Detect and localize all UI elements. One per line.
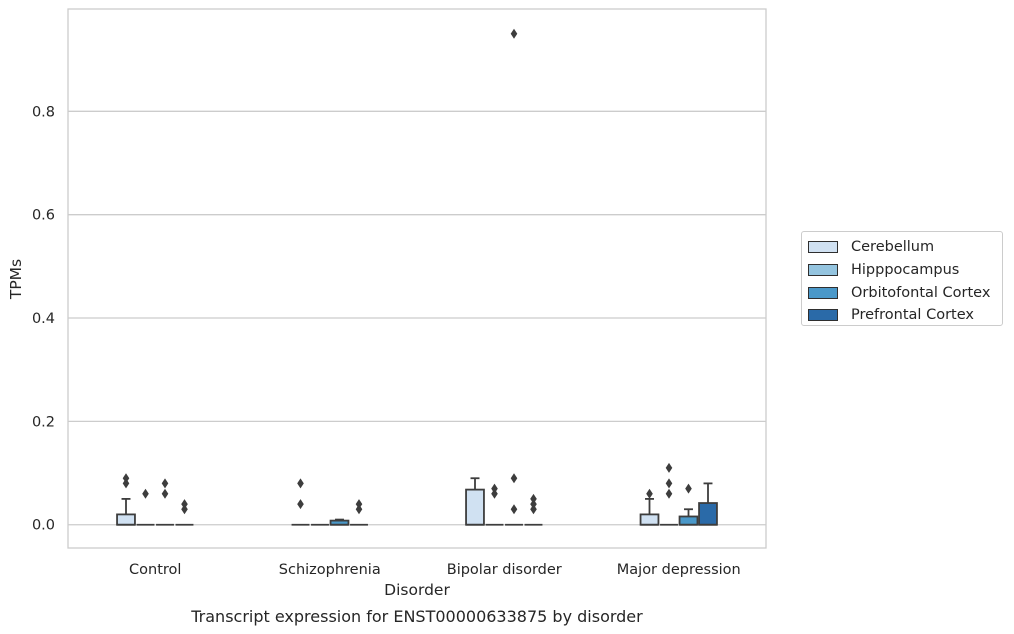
outlier-point — [355, 499, 363, 510]
outlier-point — [122, 473, 130, 484]
box-orbitofontal-cortex-2 — [505, 28, 523, 526]
y-tick-labels: 0.0 0.2 0.4 0.6 0.8 — [32, 104, 55, 533]
outlier-point — [491, 488, 498, 499]
y-tick-label: 0.2 — [32, 414, 55, 430]
legend-swatch — [808, 241, 838, 254]
legend-label: Prefrontal Cortex — [851, 307, 974, 324]
outlier-point — [297, 499, 304, 510]
outlier-point — [355, 504, 363, 515]
box-cerebellum-3 — [639, 488, 660, 526]
outlier-point — [181, 504, 188, 515]
chart-caption: Transcript expression for ENST0000063387… — [190, 607, 643, 626]
box-prefrontal-cortex-1 — [350, 499, 368, 526]
y-tick-label: 0.4 — [32, 311, 55, 327]
box-cerebellum-2 — [465, 477, 485, 526]
legend-label: Hipppocampus — [851, 262, 960, 279]
outlier-point — [122, 478, 130, 489]
outlier-point — [530, 499, 537, 510]
outlier-point — [181, 499, 188, 510]
outlier-point — [665, 488, 673, 499]
outlier-point — [530, 493, 537, 504]
x-tick-label: Schizophrenia — [279, 562, 381, 578]
outlier-point — [665, 462, 673, 473]
box-hipppocampus-2 — [485, 483, 504, 526]
x-tick-label: Control — [129, 562, 181, 578]
box-orbitofontal-cortex-3 — [678, 483, 699, 526]
outlier-point — [510, 473, 518, 484]
outlier-point — [491, 483, 498, 494]
box-body — [698, 502, 718, 526]
outlier-point — [665, 478, 673, 489]
box-hipppocampus-0 — [136, 488, 155, 526]
outlier-point — [161, 488, 169, 499]
y-tick-label: 0.6 — [32, 208, 55, 224]
box-prefrontal-cortex-3 — [698, 482, 718, 526]
box-body — [678, 515, 699, 526]
legend-label: Orbitofontal Cortex — [851, 284, 991, 301]
box-cerebellum-0 — [116, 473, 136, 526]
box-marks — [116, 28, 718, 526]
legend-item: Orbitofontal Cortex — [808, 281, 1002, 304]
outlier-point — [510, 504, 518, 515]
y-tick-label: 0.0 — [32, 518, 55, 534]
x-tick-label: Bipolar disorder — [447, 562, 562, 578]
legend-swatch — [808, 309, 838, 322]
outlier-point — [646, 488, 653, 499]
outlier-point — [161, 478, 169, 489]
y-tick-label: 0.8 — [32, 104, 55, 120]
x-axis-label: Disorder — [384, 581, 450, 599]
outlier-point — [685, 483, 692, 494]
legend-swatch — [808, 264, 838, 277]
box-hipppocampus-3 — [660, 462, 678, 526]
outlier-point — [142, 488, 149, 499]
box-orbitofontal-cortex-1 — [329, 518, 350, 526]
box-prefrontal-cortex-2 — [524, 493, 543, 526]
outlier-point — [297, 478, 304, 489]
legend: Cerebellum Hipppocampus Orbitofontal Corte… — [801, 231, 1003, 326]
legend-swatch — [808, 286, 838, 299]
x-tick-labels: Control Schizophrenia Bipolar disorder Majo… — [129, 562, 741, 578]
grid-lines — [68, 110, 766, 526]
box-prefrontal-cortex-0 — [175, 499, 194, 526]
legend-item: Cerebellum — [808, 236, 1002, 259]
legend-label: Cerebellum — [851, 239, 935, 256]
box-cerebellum-1 — [291, 478, 310, 526]
outlier-point — [530, 504, 537, 515]
plot-area-frame — [67, 8, 767, 549]
box-orbitofontal-cortex-0 — [156, 478, 174, 526]
legend-item: Hipppocampus — [808, 259, 1002, 282]
box-body — [116, 513, 136, 526]
y-axis-label: TPMs — [7, 259, 25, 300]
x-tick-label: Major depression — [617, 562, 741, 578]
box-body — [465, 488, 485, 526]
outlier-point — [510, 28, 518, 39]
legend-item: Prefrontal Cortex — [808, 304, 1002, 327]
box-body — [639, 513, 660, 526]
